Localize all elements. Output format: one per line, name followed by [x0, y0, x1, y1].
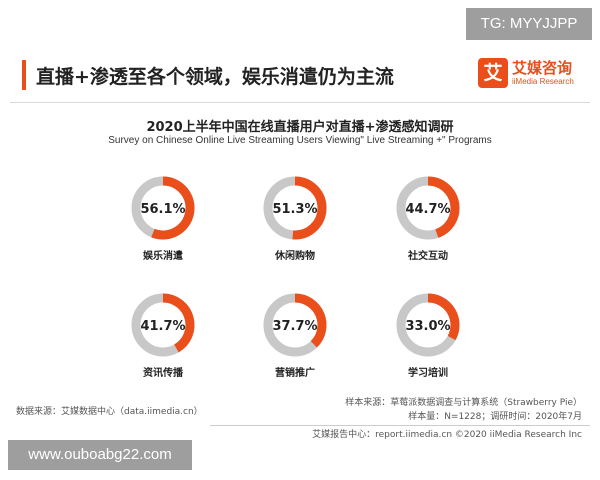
- logo-name-cn: 艾媒咨询: [512, 59, 573, 77]
- footer-divider: [210, 425, 590, 426]
- donut-value-label: 37.7%: [272, 319, 317, 334]
- chart-subtitle: Survey on Chinese Online Live Streaming …: [108, 135, 492, 146]
- donut-category-label: 休闲购物: [274, 249, 315, 262]
- donut-5: 37.7% 营销推广: [263, 293, 327, 379]
- donut-2: 51.3% 休闲购物: [263, 176, 327, 262]
- donut-category-label: 营销推广: [275, 366, 315, 379]
- iimedia-logo: 艾 艾媒咨询 iiMedia Research: [478, 56, 578, 94]
- donut-value-label: 33.0%: [405, 319, 450, 334]
- logo-name-en: iiMedia Research: [512, 77, 574, 86]
- watermark-bottom: www.ouboabg22.com: [8, 440, 192, 470]
- donut-6: 33.0% 学习培训: [396, 293, 460, 379]
- watermark-top: TG: MYYJJPP: [466, 8, 592, 40]
- donut-value-arc: [427, 293, 460, 341]
- header-divider: [10, 102, 590, 103]
- donut-value-label: 56.1%: [140, 202, 185, 217]
- page-title: 直播+渗透至各个领域，娱乐消遣仍为主流: [36, 66, 394, 88]
- donut-value-arc: [427, 176, 460, 238]
- donut-value-arc: [294, 293, 327, 348]
- logo-mark-icon: 艾: [478, 58, 508, 88]
- donut-1: 56.1% 娱乐消遣: [131, 176, 195, 262]
- donut-value-label: 51.3%: [272, 202, 317, 217]
- donut-value-arc: [151, 176, 195, 240]
- donut-3: 44.7% 社交互动: [396, 176, 460, 262]
- donut-value-arc: [162, 293, 195, 353]
- donut-category-label: 社交互动: [407, 249, 448, 262]
- sample-source: 样本来源：草莓派数据调查与计算系统（Strawberry Pie）: [345, 398, 582, 408]
- donut-value-label: 44.7%: [405, 202, 450, 217]
- page-header: 直播+渗透至各个领域，娱乐消遣仍为主流 艾 艾媒咨询 iiMedia Resea…: [22, 56, 582, 96]
- donut-category-label: 学习培训: [408, 366, 448, 379]
- data-source: 数据来源：艾媒数据中心（data.iimedia.cn）: [16, 407, 203, 417]
- donut-category-label: 娱乐消遣: [143, 249, 183, 262]
- donut-4: 41.7% 资讯传播: [131, 293, 195, 379]
- donut-value-arc: [292, 176, 327, 240]
- donut-category-label: 资讯传播: [143, 366, 184, 379]
- sample-info: 样本量：N=1228；调研时间：2020年7月: [408, 412, 582, 422]
- title-accent-bar: [22, 60, 26, 90]
- chart-title: 2020上半年中国在线直播用户对直播+渗透感知调研: [146, 120, 454, 135]
- donut-value-label: 41.7%: [140, 319, 185, 334]
- copyright: 艾媒报告中心：report.iimedia.cn ©2020 iiMedia R…: [312, 430, 582, 440]
